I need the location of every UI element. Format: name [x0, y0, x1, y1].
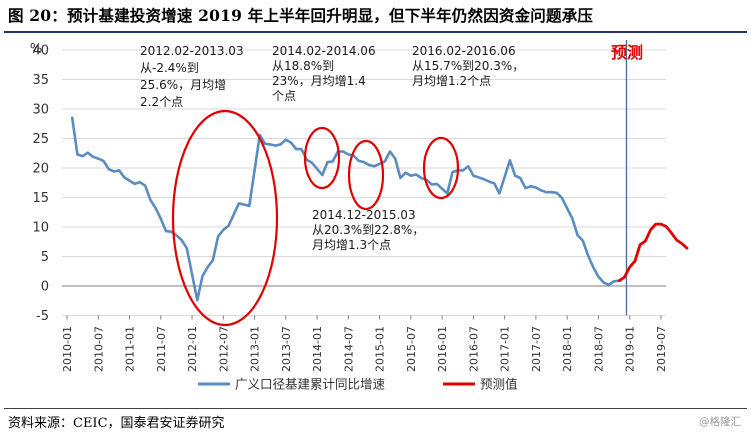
- x-tick-label: 2011-07: [155, 326, 168, 372]
- source-note: 资料来源：CEIC，国泰君安证券研究: [8, 416, 225, 431]
- y-axis-unit: %: [30, 42, 42, 57]
- annotation-text: 从20.3%到22.8%，: [312, 223, 424, 237]
- highlight-ellipse-2012: [171, 109, 279, 327]
- x-tick-label: 2013-07: [280, 326, 293, 372]
- x-tick-label: 2018-01: [561, 326, 574, 372]
- figure-title: 图 20：预计基建投资增速 2019 年上半年回升明显，但下半年仍然因资金问题承…: [8, 6, 594, 25]
- annotation-text: 2012.02-2013.03: [140, 44, 244, 58]
- annotation-text: 23%，月均增1.4: [272, 74, 366, 88]
- annotation-text: 2014.12-2015.03: [312, 208, 416, 222]
- watermark: @格隆汇: [699, 416, 741, 428]
- forecast-label: 预测: [611, 43, 643, 62]
- annotation-text: 2014.02-2014.06: [272, 44, 376, 58]
- y-tick-label: 15: [32, 191, 49, 206]
- y-tick-label: 35: [32, 73, 49, 88]
- highlight-ellipse-2015: [347, 139, 385, 211]
- legend-label-forecast: 预测值: [480, 377, 518, 392]
- x-tick-label: 2015-01: [374, 326, 387, 372]
- x-tick-label: 2014-07: [342, 326, 355, 372]
- annotation-text: 2.2个点: [140, 95, 183, 109]
- y-tick-label: -5: [36, 309, 49, 324]
- annotation-text: 月均增1.2个点: [412, 74, 491, 88]
- x-tick-label: 2016-01: [436, 326, 449, 372]
- x-tick-label: 2015-07: [405, 326, 418, 372]
- y-tick-label: 0: [41, 280, 49, 295]
- x-tick-label: 2017-01: [499, 326, 512, 372]
- x-tick-label: 2016-07: [467, 326, 480, 372]
- x-tick-label: 2019-01: [624, 326, 637, 372]
- y-tick-label: 30: [32, 103, 49, 118]
- highlight-ellipse-2016: [422, 136, 460, 200]
- x-tick-label: 2010-07: [92, 326, 105, 372]
- x-tick-label: 2019-07: [655, 326, 668, 372]
- line-chart: -5 0 5 10 15 20 25 30 35 40% 2010-01 2010-07 2011-01…: [30, 40, 689, 392]
- x-tick-label: 2012-01: [186, 326, 199, 372]
- annotation-text: 25.6%，月均增: [140, 78, 226, 92]
- y-tick-label: 25: [32, 132, 49, 147]
- y-tick-label: 5: [41, 250, 49, 265]
- annotation-text: 2016.02-2016.06: [412, 44, 516, 58]
- title-divider: [4, 31, 747, 33]
- annotation-text: 从15.7%到20.3%，: [412, 59, 524, 73]
- footer-divider: [4, 408, 747, 409]
- legend-label-infra: 广义口径基建累计同比增速: [235, 377, 386, 392]
- series-line-forecast: [617, 222, 689, 283]
- x-tick-label: 2011-01: [124, 326, 137, 372]
- annotation-text: 个点: [272, 89, 296, 103]
- annotation-text: 从18.8%到: [272, 59, 334, 73]
- series-line-infra: [70, 116, 621, 302]
- x-tick-label: 2018-07: [592, 326, 605, 372]
- x-tick-label: 2017-07: [530, 326, 543, 372]
- x-tick-label: 2010-01: [61, 326, 74, 372]
- x-tick-label: 2013-01: [249, 326, 262, 372]
- annotation-text: 从-2.4%到: [140, 61, 199, 75]
- y-tick-label: 10: [32, 221, 49, 236]
- y-tick-label: 40: [32, 44, 49, 59]
- highlight-ellipse-2014: [303, 126, 341, 190]
- annotation-text: 月均增1.3个点: [312, 238, 391, 252]
- x-tick-label: 2014-01: [311, 326, 324, 372]
- x-tick-label: 2012-07: [217, 326, 230, 372]
- y-tick-label: 20: [32, 162, 49, 177]
